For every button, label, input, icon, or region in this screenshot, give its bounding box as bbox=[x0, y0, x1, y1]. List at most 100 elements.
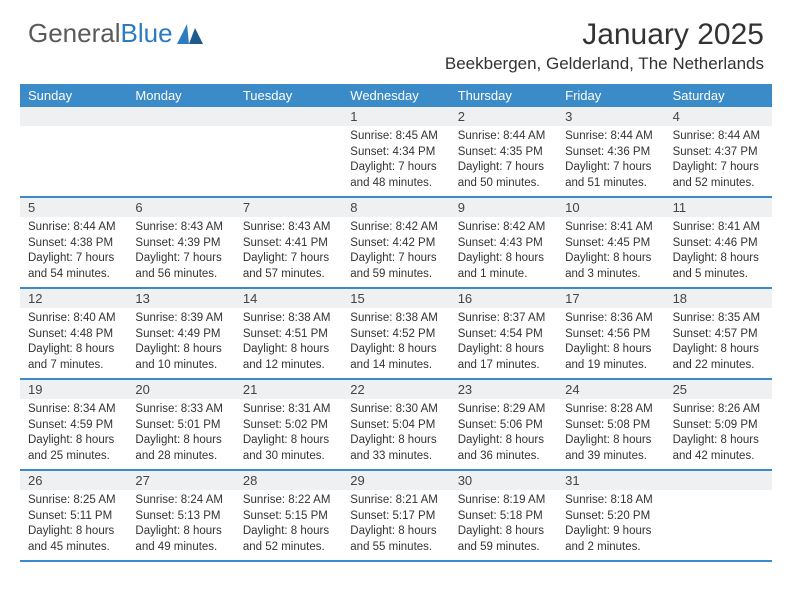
sunrise-text: Sunrise: 8:39 AM bbox=[135, 311, 226, 327]
day-number: 17 bbox=[557, 289, 664, 308]
sunrise-text: Sunrise: 8:45 AM bbox=[350, 129, 441, 145]
sunset-text: Sunset: 5:13 PM bbox=[135, 509, 226, 525]
daylight-text: Daylight: 8 hours and 59 minutes. bbox=[458, 524, 549, 555]
sunrise-text: Sunrise: 8:30 AM bbox=[350, 402, 441, 418]
daylight-text: Daylight: 8 hours and 22 minutes. bbox=[673, 342, 764, 373]
calendar-cell: 21Sunrise: 8:31 AMSunset: 5:02 PMDayligh… bbox=[235, 380, 342, 469]
daylight-text: Daylight: 8 hours and 19 minutes. bbox=[565, 342, 656, 373]
daylight-text: Daylight: 7 hours and 48 minutes. bbox=[350, 160, 441, 191]
cell-body: Sunrise: 8:44 AMSunset: 4:37 PMDaylight:… bbox=[665, 126, 772, 196]
calendar-cell: 27Sunrise: 8:24 AMSunset: 5:13 PMDayligh… bbox=[127, 471, 234, 560]
day-number: 27 bbox=[127, 471, 234, 490]
month-title: January 2025 bbox=[445, 18, 764, 52]
day-number: 18 bbox=[665, 289, 772, 308]
logo: GeneralBlue bbox=[28, 18, 203, 49]
sunset-text: Sunset: 5:17 PM bbox=[350, 509, 441, 525]
sunset-text: Sunset: 4:41 PM bbox=[243, 236, 334, 252]
cell-body: Sunrise: 8:34 AMSunset: 4:59 PMDaylight:… bbox=[20, 399, 127, 469]
sunrise-text: Sunrise: 8:33 AM bbox=[135, 402, 226, 418]
cell-body: Sunrise: 8:28 AMSunset: 5:08 PMDaylight:… bbox=[557, 399, 664, 469]
calendar-cell bbox=[127, 107, 234, 196]
sunrise-text: Sunrise: 8:37 AM bbox=[458, 311, 549, 327]
sunset-text: Sunset: 4:51 PM bbox=[243, 327, 334, 343]
cell-body: Sunrise: 8:18 AMSunset: 5:20 PMDaylight:… bbox=[557, 490, 664, 560]
day-number: 6 bbox=[127, 198, 234, 217]
sunrise-text: Sunrise: 8:44 AM bbox=[565, 129, 656, 145]
calendar-cell: 31Sunrise: 8:18 AMSunset: 5:20 PMDayligh… bbox=[557, 471, 664, 560]
calendar-cell: 14Sunrise: 8:38 AMSunset: 4:51 PMDayligh… bbox=[235, 289, 342, 378]
day-number: 28 bbox=[235, 471, 342, 490]
calendar-cell: 2Sunrise: 8:44 AMSunset: 4:35 PMDaylight… bbox=[450, 107, 557, 196]
daylight-text: Daylight: 7 hours and 59 minutes. bbox=[350, 251, 441, 282]
calendar-cell: 18Sunrise: 8:35 AMSunset: 4:57 PMDayligh… bbox=[665, 289, 772, 378]
daylight-text: Daylight: 7 hours and 50 minutes. bbox=[458, 160, 549, 191]
daylight-text: Daylight: 7 hours and 52 minutes. bbox=[673, 160, 764, 191]
day-number: 10 bbox=[557, 198, 664, 217]
calendar-cell: 30Sunrise: 8:19 AMSunset: 5:18 PMDayligh… bbox=[450, 471, 557, 560]
cell-body: Sunrise: 8:42 AMSunset: 4:42 PMDaylight:… bbox=[342, 217, 449, 287]
day-number: 13 bbox=[127, 289, 234, 308]
sunset-text: Sunset: 4:34 PM bbox=[350, 145, 441, 161]
sunrise-text: Sunrise: 8:29 AM bbox=[458, 402, 549, 418]
sunrise-text: Sunrise: 8:25 AM bbox=[28, 493, 119, 509]
sunrise-text: Sunrise: 8:26 AM bbox=[673, 402, 764, 418]
sunrise-text: Sunrise: 8:40 AM bbox=[28, 311, 119, 327]
day-number: 21 bbox=[235, 380, 342, 399]
logo-text-2: Blue bbox=[121, 18, 173, 49]
day-number: 14 bbox=[235, 289, 342, 308]
day-number bbox=[20, 107, 127, 126]
calendar-cell: 22Sunrise: 8:30 AMSunset: 5:04 PMDayligh… bbox=[342, 380, 449, 469]
cell-body: Sunrise: 8:37 AMSunset: 4:54 PMDaylight:… bbox=[450, 308, 557, 378]
cell-body: Sunrise: 8:43 AMSunset: 4:39 PMDaylight:… bbox=[127, 217, 234, 287]
day-number: 19 bbox=[20, 380, 127, 399]
cell-body: Sunrise: 8:41 AMSunset: 4:45 PMDaylight:… bbox=[557, 217, 664, 287]
sunrise-text: Sunrise: 8:43 AM bbox=[135, 220, 226, 236]
day-number: 12 bbox=[20, 289, 127, 308]
calendar-cell: 6Sunrise: 8:43 AMSunset: 4:39 PMDaylight… bbox=[127, 198, 234, 287]
sunset-text: Sunset: 4:59 PM bbox=[28, 418, 119, 434]
daylight-text: Daylight: 8 hours and 3 minutes. bbox=[565, 251, 656, 282]
day-number: 1 bbox=[342, 107, 449, 126]
calendar-cell: 8Sunrise: 8:42 AMSunset: 4:42 PMDaylight… bbox=[342, 198, 449, 287]
calendar-cell: 17Sunrise: 8:36 AMSunset: 4:56 PMDayligh… bbox=[557, 289, 664, 378]
sunrise-text: Sunrise: 8:42 AM bbox=[458, 220, 549, 236]
day-number: 31 bbox=[557, 471, 664, 490]
day-number: 25 bbox=[665, 380, 772, 399]
calendar-cell: 4Sunrise: 8:44 AMSunset: 4:37 PMDaylight… bbox=[665, 107, 772, 196]
cell-body: Sunrise: 8:44 AMSunset: 4:36 PMDaylight:… bbox=[557, 126, 664, 196]
sunrise-text: Sunrise: 8:44 AM bbox=[673, 129, 764, 145]
daylight-text: Daylight: 8 hours and 52 minutes. bbox=[243, 524, 334, 555]
location: Beekbergen, Gelderland, The Netherlands bbox=[445, 54, 764, 74]
title-block: January 2025 Beekbergen, Gelderland, The… bbox=[445, 18, 764, 74]
calendar-cell: 16Sunrise: 8:37 AMSunset: 4:54 PMDayligh… bbox=[450, 289, 557, 378]
daylight-text: Daylight: 8 hours and 33 minutes. bbox=[350, 433, 441, 464]
sunset-text: Sunset: 4:46 PM bbox=[673, 236, 764, 252]
calendar: Sunday Monday Tuesday Wednesday Thursday… bbox=[0, 80, 792, 562]
cell-body: Sunrise: 8:24 AMSunset: 5:13 PMDaylight:… bbox=[127, 490, 234, 560]
sunrise-text: Sunrise: 8:31 AM bbox=[243, 402, 334, 418]
calendar-cell: 28Sunrise: 8:22 AMSunset: 5:15 PMDayligh… bbox=[235, 471, 342, 560]
cell-body: Sunrise: 8:44 AMSunset: 4:35 PMDaylight:… bbox=[450, 126, 557, 196]
calendar-cell: 9Sunrise: 8:42 AMSunset: 4:43 PMDaylight… bbox=[450, 198, 557, 287]
calendar-cell: 10Sunrise: 8:41 AMSunset: 4:45 PMDayligh… bbox=[557, 198, 664, 287]
sunrise-text: Sunrise: 8:41 AM bbox=[565, 220, 656, 236]
calendar-cell: 23Sunrise: 8:29 AMSunset: 5:06 PMDayligh… bbox=[450, 380, 557, 469]
cell-body: Sunrise: 8:44 AMSunset: 4:38 PMDaylight:… bbox=[20, 217, 127, 287]
sunset-text: Sunset: 4:49 PM bbox=[135, 327, 226, 343]
daylight-text: Daylight: 7 hours and 54 minutes. bbox=[28, 251, 119, 282]
daylight-text: Daylight: 8 hours and 49 minutes. bbox=[135, 524, 226, 555]
weekday-header: Sunday Monday Tuesday Wednesday Thursday… bbox=[20, 84, 772, 107]
weeks-container: 1Sunrise: 8:45 AMSunset: 4:34 PMDaylight… bbox=[20, 107, 772, 562]
day-number: 3 bbox=[557, 107, 664, 126]
sunset-text: Sunset: 4:45 PM bbox=[565, 236, 656, 252]
sunrise-text: Sunrise: 8:24 AM bbox=[135, 493, 226, 509]
calendar-cell: 29Sunrise: 8:21 AMSunset: 5:17 PMDayligh… bbox=[342, 471, 449, 560]
daylight-text: Daylight: 8 hours and 39 minutes. bbox=[565, 433, 656, 464]
sunset-text: Sunset: 4:57 PM bbox=[673, 327, 764, 343]
cell-body: Sunrise: 8:21 AMSunset: 5:17 PMDaylight:… bbox=[342, 490, 449, 560]
day-number: 22 bbox=[342, 380, 449, 399]
cell-body: Sunrise: 8:22 AMSunset: 5:15 PMDaylight:… bbox=[235, 490, 342, 560]
daylight-text: Daylight: 7 hours and 51 minutes. bbox=[565, 160, 656, 191]
day-number: 4 bbox=[665, 107, 772, 126]
sunrise-text: Sunrise: 8:38 AM bbox=[350, 311, 441, 327]
